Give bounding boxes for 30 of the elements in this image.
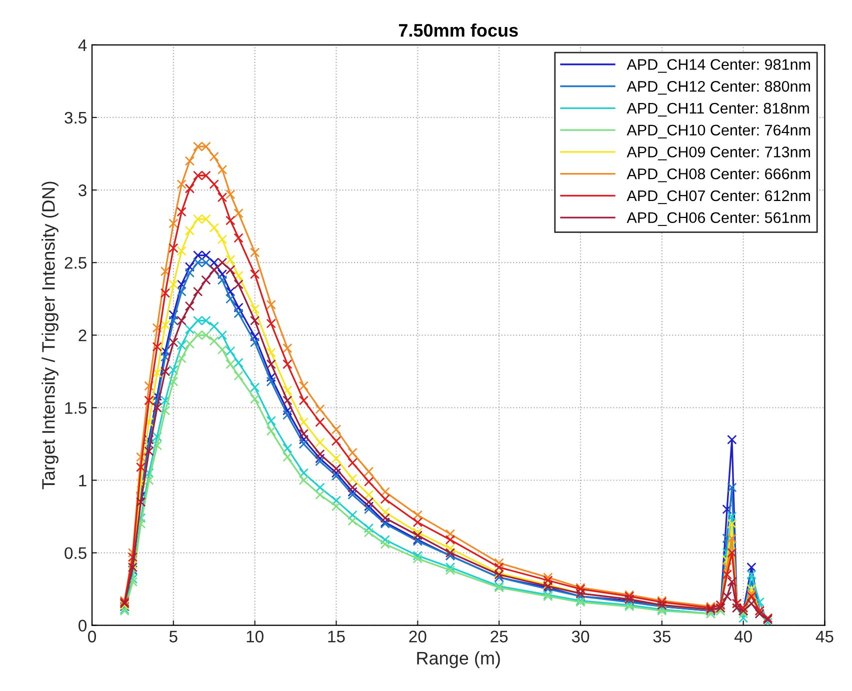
y-tick-label: 1.5 [65,402,86,414]
legend-label: APD_CH10 Center: 764nm [626,124,810,138]
x-tick-label: 10 [246,630,264,642]
y-tick-label: 2.5 [64,256,86,269]
legend-label: APD_CH14 Center: 981nm [626,59,810,73]
chart-title: 7.50mm focus [398,23,518,37]
legend-label: APD_CH08 Center: 666nm [626,168,810,182]
legend-label: APD_CH07 Center: 612nm [626,190,810,204]
y-tick-label: 2 [78,330,86,342]
legend-label: APD_CH09 Center: 713nm [626,146,810,160]
y-tick-label: 1 [79,474,86,486]
x-tick-label: 30 [572,630,590,642]
y-tick-label: 0 [78,620,87,632]
x-tick-label: 15 [328,630,345,642]
x-tick-label: 35 [653,630,670,642]
x-tick-label: 5 [169,630,178,642]
x-tick-label: 40 [734,630,752,642]
legend-label: APD_CH12 Center: 880nm [626,80,810,95]
y-tick-label: 3.5 [64,112,86,124]
legend-label: APD_CH06 Center: 561nm [626,212,810,226]
x-tick-label: 0 [88,630,96,642]
y-tick-label: 3 [78,184,86,196]
y-tick-label: 4 [78,39,87,51]
y-tick-label: 0.5 [64,547,86,560]
x-tick-label: 20 [409,630,426,642]
x-tick-label: 45 [816,630,834,642]
legend-label: APD_CH11 Center: 818nm [626,102,809,117]
x-tick-label: 25 [490,630,508,642]
x-axis-title: Range (m) [417,651,500,668]
y-axis-title: Target Intensity / Trigger Intensity (DN) [42,182,58,490]
